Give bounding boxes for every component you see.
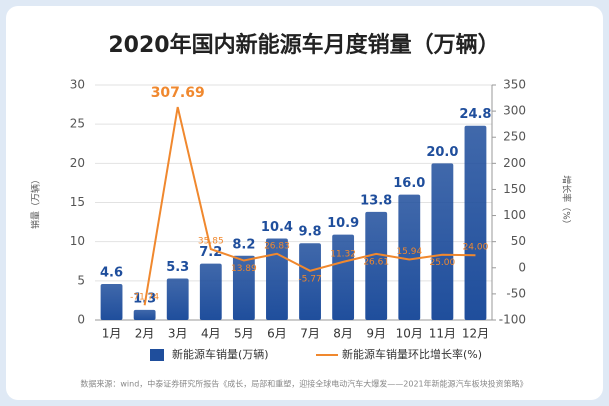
x-tick-label: 11月 <box>429 327 456 341</box>
y2-tick-label: -100 <box>499 313 526 327</box>
line <box>143 106 476 306</box>
x-tick-label: 8月 <box>333 327 353 341</box>
y2-tick-label: 150 <box>503 182 526 196</box>
y-tick-label: 5 <box>77 273 85 287</box>
bar-value-label: 20.0 <box>426 145 458 160</box>
bar <box>365 211 388 320</box>
line-value-label: 11.32 <box>330 249 356 259</box>
line-value-label: 307.69 <box>151 85 205 101</box>
y2-tick-label: 50 <box>511 234 526 248</box>
line-value-label: 15.94 <box>396 247 422 257</box>
y-tick-label: 25 <box>70 117 85 131</box>
y2-tick-label: 250 <box>503 130 526 144</box>
line-value-label: -5.77 <box>298 274 321 284</box>
y-tick-label: 30 <box>70 78 85 92</box>
line-value-label: 13.89 <box>231 264 257 274</box>
y2-tick-label: -50 <box>506 286 526 300</box>
bar <box>299 243 321 320</box>
legend-label: 新能源车销量环比增长率(%) <box>342 347 482 361</box>
x-tick-label: 6月 <box>267 327 287 341</box>
bar-value-label: 5.3 <box>166 260 189 275</box>
y-tick-label: 20 <box>70 156 85 170</box>
bar-value-label: 4.6 <box>100 265 123 280</box>
y2-tick-label: 350 <box>503 78 526 92</box>
bar <box>232 255 255 320</box>
bar <box>431 163 454 320</box>
x-tick-label: 4月 <box>201 327 221 341</box>
x-tick-label: 10月 <box>396 327 423 341</box>
x-tick-label: 12月 <box>462 327 489 341</box>
bar <box>199 263 222 320</box>
legend-label: 新能源车销量(万辆) <box>172 347 269 361</box>
x-tick-label: 2月 <box>135 327 155 341</box>
y2-tick-label: 200 <box>503 156 526 170</box>
bar-value-label: 1.3 <box>133 291 156 306</box>
y2-tick-label: 0 <box>518 260 526 274</box>
bar-value-label: 9.8 <box>299 225 322 240</box>
line-value-label: 25.00 <box>429 258 455 268</box>
y-tick-label: 0 <box>77 313 85 327</box>
line-value-label: 26.61 <box>363 257 389 267</box>
bar-value-label: 10.4 <box>261 220 293 235</box>
bar <box>464 125 487 320</box>
bar-value-label: 24.8 <box>459 107 491 122</box>
bar <box>398 194 421 320</box>
x-tick-label: 1月 <box>102 327 122 341</box>
bar <box>166 278 189 320</box>
bar <box>133 309 156 320</box>
bar <box>332 234 355 320</box>
y-axis-title: 销量（万辆） <box>30 175 42 229</box>
x-tick-label: 3月 <box>168 327 188 341</box>
bar-value-label: 10.9 <box>327 216 359 231</box>
chart-title: 2020年国内新能源车月度销量（万辆） <box>108 32 499 58</box>
line-value-label: 24.00 <box>463 243 489 253</box>
x-tick-label: 5月 <box>234 327 254 341</box>
legend-swatch <box>150 349 164 361</box>
y2-tick-label: 300 <box>503 104 526 118</box>
y-tick-label: 15 <box>70 195 85 209</box>
bar-value-label: 16.0 <box>393 176 425 191</box>
bar <box>100 283 123 320</box>
source-note: 数据来源：wind，中泰证券研究所报告《成长，局部和重塑，迎接全球电动汽车大爆发… <box>80 379 527 389</box>
y2-tick-label: 100 <box>503 208 526 222</box>
bar-value-label: 13.8 <box>360 193 392 208</box>
y-tick-label: 10 <box>70 234 85 248</box>
x-tick-label: 9月 <box>366 327 386 341</box>
bar-value-label: 7.2 <box>199 245 222 260</box>
bar <box>266 238 288 320</box>
bar-value-label: 8.2 <box>232 237 255 252</box>
line-value-label: 35.85 <box>198 237 224 247</box>
x-tick-label: 7月 <box>300 327 320 341</box>
line-value-label: -71.74 <box>130 293 159 303</box>
y2-axis-title: 增长率（%） <box>561 175 573 229</box>
line-value-label: 26.83 <box>264 241 290 251</box>
